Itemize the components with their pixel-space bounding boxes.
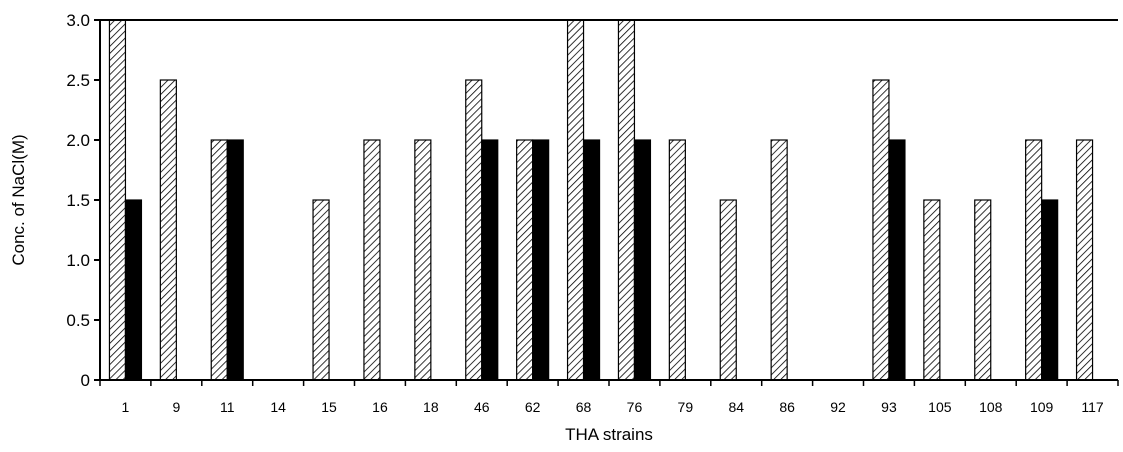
y-tick-label: 1.0 [66, 251, 90, 270]
y-tick-label: 1.5 [66, 191, 90, 210]
x-tick-label: 14 [270, 399, 286, 415]
hatched-bar-68 [566, 19, 585, 381]
hatched-bar-76 [617, 19, 636, 381]
hatched-bar-62 [516, 139, 534, 381]
hatched-bar-15 [312, 199, 330, 381]
axes-group [99, 19, 1118, 381]
x-tick-label: 84 [728, 399, 744, 415]
x-tick-label: 86 [779, 399, 795, 415]
hatched-bar-18 [414, 139, 432, 381]
solid-bar-109 [1041, 199, 1059, 381]
x-tick-label: 1 [122, 399, 130, 415]
y-tick-label: 0.5 [66, 311, 90, 330]
hatched-bar-105 [923, 199, 941, 381]
x-axis-title: THA strains [565, 425, 653, 444]
hatched-bar-108 [974, 199, 992, 381]
x-tick-label: 9 [172, 399, 180, 415]
solid-bar-68 [582, 139, 601, 381]
solid-bar-76 [633, 139, 652, 381]
x-tick-label: 105 [928, 399, 952, 415]
hatched-bar-79 [668, 139, 686, 381]
x-tick-label: 79 [678, 399, 694, 415]
hatched-bar-109 [1025, 139, 1043, 381]
x-ticks-group: 1 9 11 14 15 16 18 46 62 68 76 79 84 86 92 93 105 108 109 1… [99, 380, 1119, 415]
solid-bar-11 [226, 139, 244, 381]
x-tick-label: 109 [1030, 399, 1054, 415]
solid-bar-46 [481, 139, 499, 381]
x-tick-label: 93 [881, 399, 897, 415]
hatched-bar-84 [719, 199, 737, 381]
x-tick-label: 16 [372, 399, 388, 415]
hatched-bar-93 [872, 79, 890, 381]
x-tick-label: 108 [979, 399, 1003, 415]
hatched-bar-117 [1075, 139, 1094, 381]
x-tick-label: 11 [220, 399, 235, 415]
x-tick-label: 46 [474, 399, 490, 415]
y-axis-title: Conc. of NaCl(M) [9, 134, 28, 265]
x-tick-label: 76 [627, 399, 643, 415]
solid-bar-62 [532, 139, 550, 381]
x-tick-label: 15 [321, 399, 337, 415]
x-tick-label: 18 [423, 399, 439, 415]
x-tick-label: 117 [1081, 399, 1104, 415]
y-ticks-group: 0 0.5 1.0 1.5 2.0 2.5 3.0 [66, 11, 100, 390]
x-tick-label: 68 [576, 399, 592, 415]
y-tick-label: 2.5 [66, 71, 90, 90]
solid-bar-93 [888, 139, 906, 381]
y-tick-label: 3.0 [66, 11, 90, 30]
y-tick-label: 0 [81, 371, 90, 390]
y-tick-label: 2.0 [66, 131, 90, 150]
hatched-bar-86 [770, 139, 788, 381]
x-tick-label: 62 [525, 399, 541, 415]
hatched-bar-9 [159, 79, 177, 381]
bars-group [108, 19, 1094, 381]
hatched-bar-46 [465, 79, 483, 381]
x-tick-label: 92 [830, 399, 846, 415]
solid-bar-1 [124, 199, 143, 381]
hatched-bar-16 [363, 139, 381, 381]
hatched-bar-1 [108, 19, 127, 381]
hatched-bar-11 [210, 139, 228, 381]
